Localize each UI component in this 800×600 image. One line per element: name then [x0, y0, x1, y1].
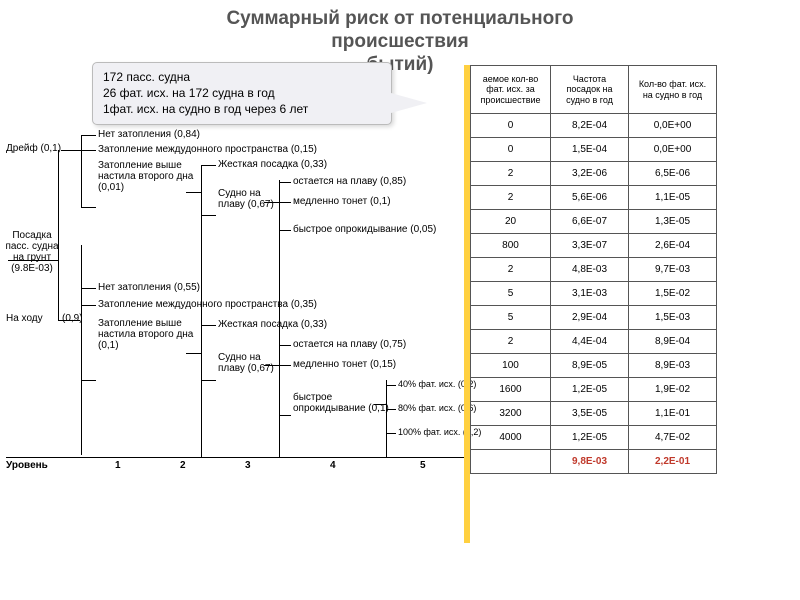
table-row: 23,2E-066,5E-06	[471, 162, 717, 186]
level-1: 1	[115, 460, 121, 471]
table-cell: 3,2E-06	[551, 162, 629, 186]
table-cell: 1,1E-01	[629, 402, 717, 426]
table-row: 24,4E-048,9E-04	[471, 330, 717, 354]
m5: Судно на плаву (0,67)	[218, 352, 274, 374]
table-cell: 1,5E-03	[629, 306, 717, 330]
levels-label: Уровень	[6, 460, 48, 471]
callout-line-3: 1фат. исх. на судно в год через 6 лет	[103, 101, 381, 117]
table-cell: 1,2E-05	[551, 426, 629, 450]
label-underway: На ходу	[6, 313, 43, 324]
table-row: 206,6E-071,3E-05	[471, 210, 717, 234]
table-cell: 8,9E-05	[551, 354, 629, 378]
table-row-total: 9,8E-032,2E-01	[471, 450, 717, 474]
label-main: Посадка пасс. судна на грунт (9.8E-03)	[3, 230, 61, 274]
table-cell-total: 2,2E-01	[629, 450, 717, 474]
table-cell: 100	[471, 354, 551, 378]
table-cell: 3,5E-05	[551, 402, 629, 426]
divider-bar	[464, 65, 470, 543]
table-cell: 1,1E-05	[629, 186, 717, 210]
table-cell: 0	[471, 138, 551, 162]
table-row: 40001,2E-054,7E-02	[471, 426, 717, 450]
table-row: 1008,9E-058,9E-03	[471, 354, 717, 378]
n5: Судно на плаву (0,67)	[218, 188, 274, 210]
table-cell: 2	[471, 162, 551, 186]
table-cell: 5,6E-06	[551, 186, 629, 210]
risk-table: аемое кол-во фат. исх. за происшествие Ч…	[470, 65, 717, 474]
table-row: 52,9E-041,5E-03	[471, 306, 717, 330]
table-cell: 2,6E-04	[629, 234, 717, 258]
n3: Затопление выше настила второго дна (0,0…	[98, 160, 193, 193]
table-cell: 5	[471, 282, 551, 306]
table-cell: 4,7E-02	[629, 426, 717, 450]
col-header-1: аемое кол-во фат. исх. за происшествие	[471, 66, 551, 114]
table-cell: 4,8E-03	[551, 258, 629, 282]
m3: Затопление выше настила второго дна (0,1…	[98, 318, 193, 351]
table-cell: 800	[471, 234, 551, 258]
table-cell: 3200	[471, 402, 551, 426]
table-cell: 6,5E-06	[629, 162, 717, 186]
table-cell: 0,0E+00	[629, 114, 717, 138]
table-row: 01,5E-040,0E+00	[471, 138, 717, 162]
level-2: 2	[180, 460, 186, 471]
table-cell: 2	[471, 330, 551, 354]
table-row: 32003,5E-051,1E-01	[471, 402, 717, 426]
table-header-row: аемое кол-во фат. исх. за происшествие Ч…	[471, 66, 717, 114]
table-cell: 0	[471, 114, 551, 138]
summary-callout: 172 пасс. судна 26 фат. исх. на 172 судн…	[92, 62, 392, 125]
table-row: 24,8E-039,7E-03	[471, 258, 717, 282]
table-cell: 4000	[471, 426, 551, 450]
table-cell: 1,2E-05	[551, 378, 629, 402]
table-cell: 3,3E-07	[551, 234, 629, 258]
table-cell: 4,4E-04	[551, 330, 629, 354]
table-cell: 8,2E-04	[551, 114, 629, 138]
table-body: 08,2E-040,0E+0001,5E-040,0E+0023,2E-066,…	[471, 114, 717, 474]
label-drift: Дрейф (0,1)	[6, 143, 61, 154]
table-row: 08,2E-040,0E+00	[471, 114, 717, 138]
table-cell: 1600	[471, 378, 551, 402]
table-cell: 8,9E-04	[629, 330, 717, 354]
table-cell: 1,9E-02	[629, 378, 717, 402]
level-3: 3	[245, 460, 251, 471]
level-5: 5	[420, 460, 426, 471]
table-row: 16001,2E-051,9E-02	[471, 378, 717, 402]
callout-line-1: 172 пасс. судна	[103, 69, 381, 85]
m8: быстрое опрокидывание (0,1)	[293, 392, 389, 414]
table-cell: 0,0E+00	[629, 138, 717, 162]
table-cell: 2,9E-04	[551, 306, 629, 330]
table-cell: 20	[471, 210, 551, 234]
callout-line-2: 26 фат. исх. на 172 судна в год	[103, 85, 381, 101]
table-cell: 1,5E-04	[551, 138, 629, 162]
table-cell: 8,9E-03	[629, 354, 717, 378]
table-row: 8003,3E-072,6E-04	[471, 234, 717, 258]
table-cell: 6,6E-07	[551, 210, 629, 234]
title-line-1: Суммарный риск от потенциального	[226, 8, 573, 29]
table-cell-total	[471, 450, 551, 474]
table-row: 25,6E-061,1E-05	[471, 186, 717, 210]
col-header-3: Кол-во фат. исх. на судно в год	[629, 66, 717, 114]
table-cell: 2	[471, 258, 551, 282]
table-cell: 9,7E-03	[629, 258, 717, 282]
table-cell: 1,5E-02	[629, 282, 717, 306]
table-cell: 3,1E-03	[551, 282, 629, 306]
table-cell-total: 9,8E-03	[551, 450, 629, 474]
table-cell: 5	[471, 306, 551, 330]
table-row: 53,1E-031,5E-02	[471, 282, 717, 306]
col-header-2: Частота посадок на судно в год	[551, 66, 629, 114]
title-line-2: происшествия	[331, 31, 468, 52]
table-cell: 1,3E-05	[629, 210, 717, 234]
level-4: 4	[330, 460, 336, 471]
table-cell: 2	[471, 186, 551, 210]
